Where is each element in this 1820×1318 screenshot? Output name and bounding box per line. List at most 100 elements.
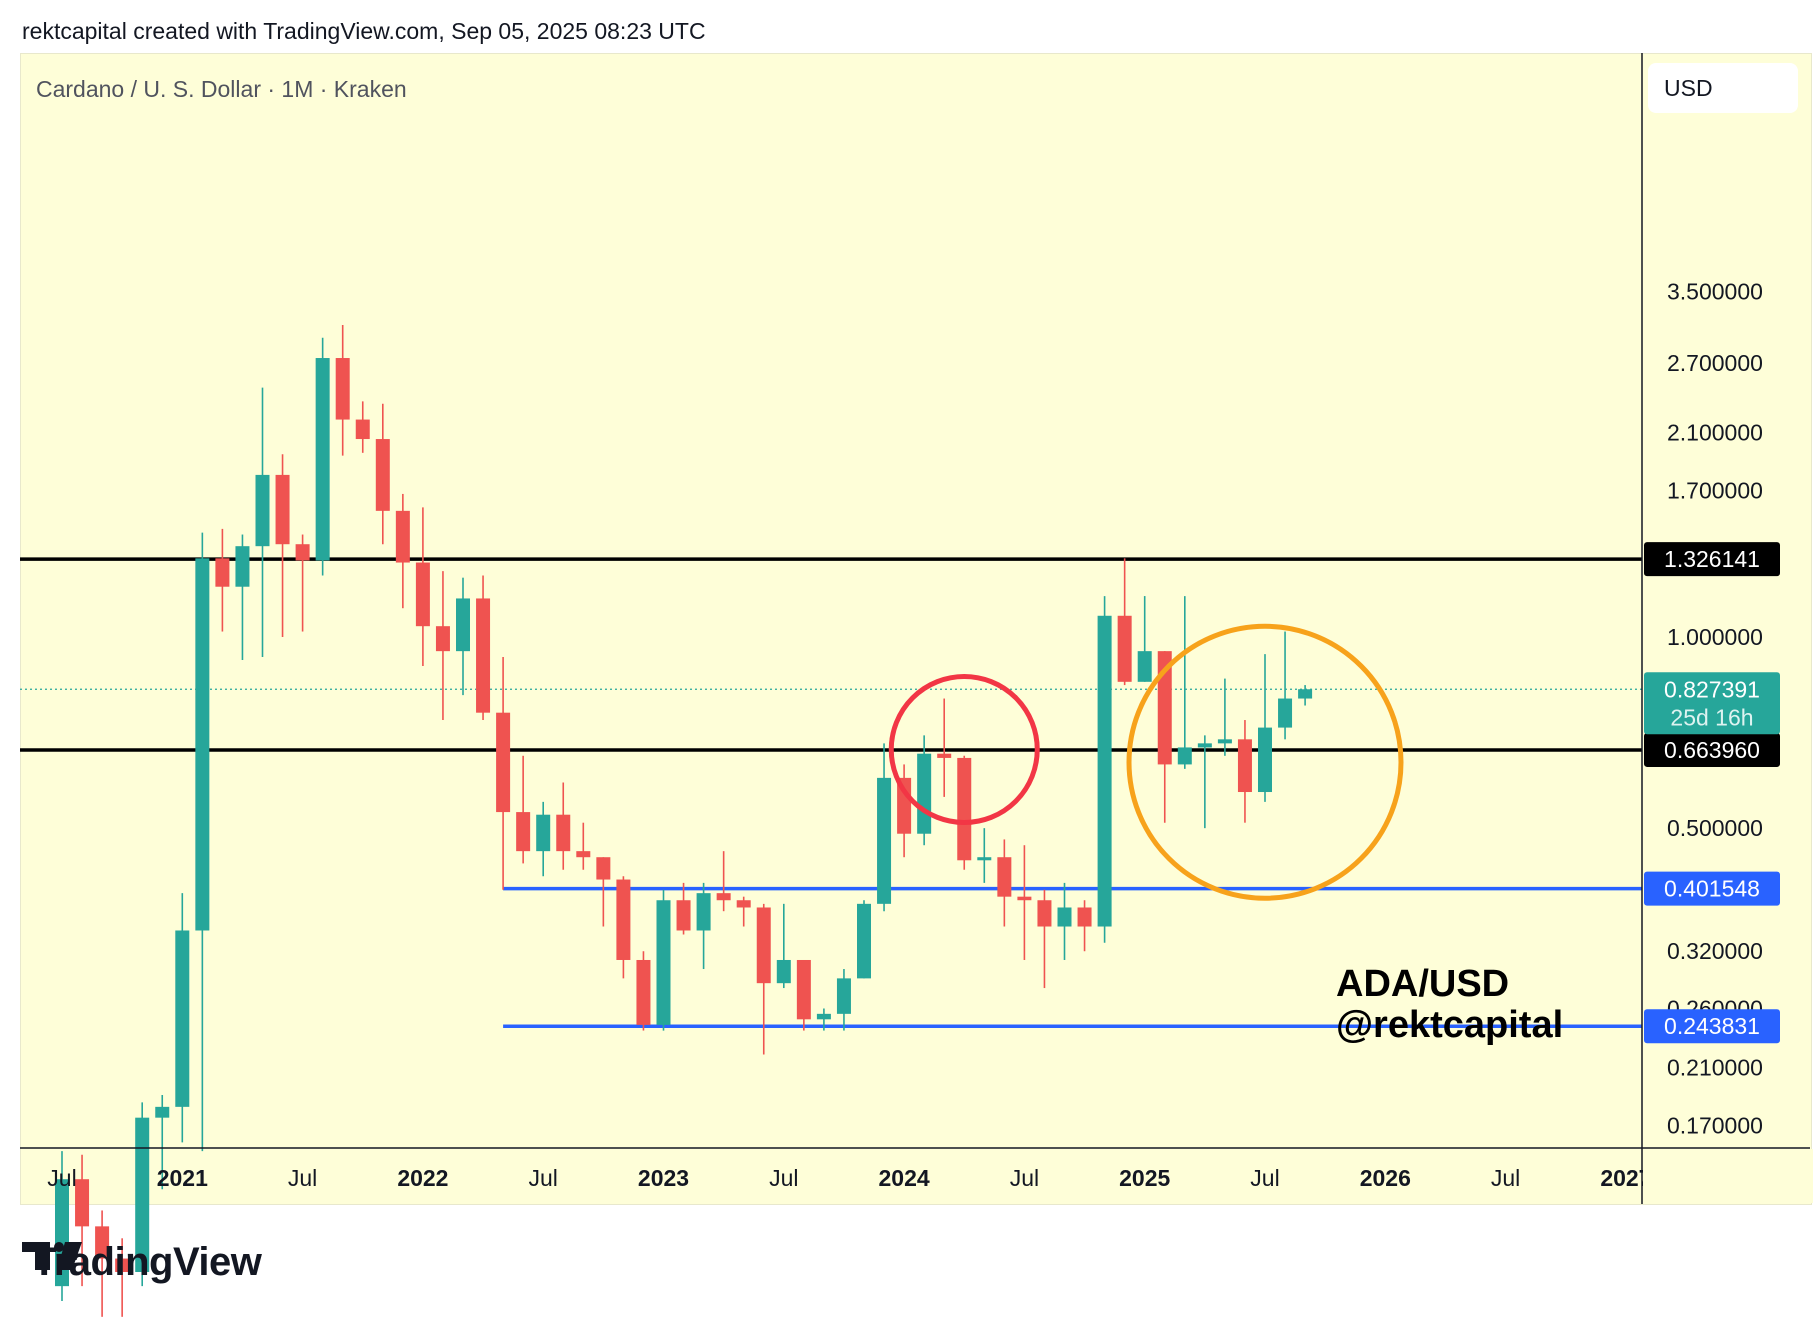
x-tick-label: Jul (1010, 1165, 1039, 1191)
y-tick-label: 1.700000 (1667, 478, 1763, 504)
y-tick-label: 3.500000 (1667, 279, 1763, 305)
price-tag-box (1644, 542, 1780, 577)
candle-body (736, 900, 751, 908)
watermark-pair: ADA/USD (1336, 963, 1509, 1005)
x-tick-label: Jul (528, 1165, 557, 1191)
candle-body (255, 474, 270, 547)
candle-body (295, 544, 310, 561)
y-tick-label: 0.320000 (1667, 938, 1763, 964)
y-tick-label: 2.100000 (1667, 419, 1763, 445)
countdown-label: 25d 16h (1670, 704, 1753, 730)
y-tick-label: 1.000000 (1667, 624, 1763, 650)
candle-body (716, 893, 731, 901)
orange-circle (1126, 623, 1404, 901)
candle-body (1077, 907, 1092, 927)
x-tick-label: Jul (288, 1165, 317, 1191)
candle-body (877, 777, 892, 904)
candle-body (1298, 689, 1313, 699)
chart-title: Cardano / U. S. Dollar · 1M · Kraken (36, 76, 407, 102)
price-tag-box (1644, 871, 1780, 906)
x-tick-label: 2024 (879, 1165, 930, 1191)
candle-body (1177, 747, 1192, 765)
candle-body (516, 812, 531, 852)
candle-body (1217, 739, 1232, 744)
y-tick-label: 0.210000 (1667, 1054, 1763, 1080)
candle-body (95, 1226, 110, 1259)
candle-body (556, 814, 571, 852)
candle-body (636, 959, 651, 1025)
candle-body (315, 358, 330, 561)
candle-body (836, 978, 851, 1014)
candle-body (355, 419, 370, 440)
candle-body (997, 857, 1012, 897)
candle-body (1278, 698, 1293, 728)
candle-body (977, 857, 992, 861)
candle-body (435, 626, 450, 652)
candle-body (135, 1117, 150, 1272)
candle-body (1258, 727, 1272, 793)
x-axis-labels: Jul 2021 Jul 2022 Jul 2023 Jul 2024 Jul 2025 Jul 20… (47, 1149, 1813, 1203)
price-tag-label: 0.401548 (1664, 876, 1760, 902)
axis-corner (1643, 1149, 1813, 1203)
candle-body (536, 814, 551, 852)
candle-body (917, 753, 932, 834)
candle-body (656, 900, 671, 1025)
x-tick-label: 2025 (1119, 1165, 1170, 1191)
candle-body (115, 1258, 130, 1272)
annotation-circles (888, 623, 1404, 901)
candle-body (857, 903, 871, 979)
candle-body (1057, 907, 1072, 927)
candles (55, 324, 1313, 1317)
candle-body (215, 558, 230, 587)
x-tick-label: 2022 (397, 1165, 448, 1191)
candle-body (275, 474, 290, 545)
candle-body (796, 959, 811, 1020)
candle-body (616, 879, 631, 960)
red-circle (888, 674, 1040, 826)
candle-body (756, 907, 771, 984)
chart-panel[interactable] (20, 53, 1812, 1205)
candle-body (576, 851, 591, 858)
candle-body (596, 857, 611, 880)
candle-body (335, 358, 350, 420)
candle-body (1197, 743, 1212, 748)
candle-body (816, 1013, 831, 1020)
x-tick-label: Jul (1491, 1165, 1520, 1191)
chart-credit-header: rektcapital created with TradingView.com… (22, 18, 706, 44)
candle-body (175, 930, 190, 1107)
tradingview-logo-icon (22, 1242, 82, 1270)
candle-body (957, 757, 972, 861)
candle-body (1237, 739, 1252, 793)
x-tick-label: 2026 (1360, 1165, 1411, 1191)
candle-body (1117, 615, 1132, 682)
y-tick-label: 0.500000 (1667, 815, 1763, 841)
candle-body (395, 510, 410, 563)
x-tick-label: 2027 (1600, 1165, 1651, 1191)
tradingview-logo[interactable]: TradingView (22, 1240, 262, 1285)
candle-body (1037, 900, 1052, 927)
candle-body (415, 562, 430, 627)
candle-body (937, 753, 952, 758)
x-tick-label: 2023 (638, 1165, 689, 1191)
y-tick-label: 2.700000 (1667, 350, 1763, 376)
candle-body (676, 900, 691, 931)
x-tick-label: Jul (769, 1165, 798, 1191)
currency-button[interactable]: USD (1648, 63, 1798, 113)
candle-body (1097, 615, 1112, 927)
price-tag-box (1644, 1009, 1780, 1044)
price-tag-label: 0.663960 (1664, 737, 1760, 763)
candle-body (456, 598, 470, 652)
candle-body (1017, 896, 1032, 901)
price-tag-box (1644, 732, 1780, 767)
price-tags: 1.326141 0.663960 0.401548 0.243831 0.827391… (1644, 542, 1780, 1044)
horizontal-lines (20, 557, 1642, 1028)
candle-body (1137, 651, 1152, 682)
price-tag-label: 0.243831 (1664, 1013, 1760, 1039)
candle-body (375, 439, 390, 511)
candle-body (235, 546, 250, 587)
current-price-tag-box (1644, 672, 1780, 735)
candle-body (776, 959, 791, 984)
y-tick-label: 0.170000 (1667, 1113, 1763, 1139)
candle-body (496, 712, 511, 813)
